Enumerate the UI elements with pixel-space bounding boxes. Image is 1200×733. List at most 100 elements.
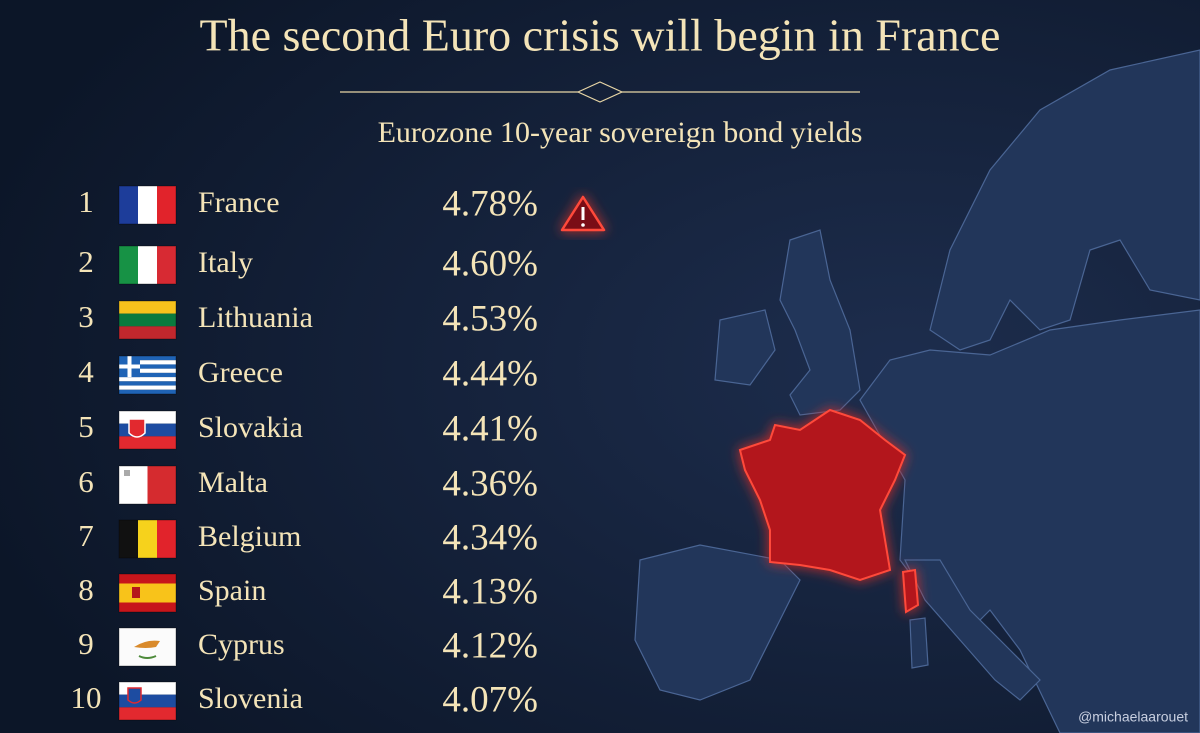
flag-stripe [157,186,176,224]
flag-shield [127,687,142,704]
flag [118,519,177,559]
sardinia [909,617,929,669]
yield-value: 4.12% [442,625,538,666]
country: Italy [198,246,253,279]
rank: 1 [78,184,94,219]
flag [118,300,177,340]
flag-border [118,410,177,450]
country: Spain [198,574,266,607]
flag-cross [119,364,140,369]
france [738,408,907,582]
yield-value: 4.07% [442,679,538,720]
map [634,49,1200,733]
flag-emblem [132,587,140,598]
flag [118,410,177,450]
flag [118,465,177,505]
flag [118,245,177,285]
rank: 2 [78,244,94,279]
flag-stripe [119,360,176,365]
flag-border [118,465,177,505]
rank: 10 [71,680,102,715]
flag-stripe [119,381,176,386]
rank: 4 [78,354,94,389]
table-row: 5 Slovakia 4.41% [78,408,538,450]
flag-stripe [119,372,176,378]
yield-value: 4.44% [442,353,538,394]
flag-stripe [119,356,176,361]
flag-border [118,355,177,395]
credit: @michaelaarouet [1078,709,1188,725]
rank: 5 [78,409,94,444]
flag-stripe [119,368,176,373]
warning-dot [581,223,585,227]
flag-stripe [119,411,176,424]
country: Greece [198,356,283,389]
flag-stripe [119,301,176,314]
subtitle: Eurozone 10-year sovereign bond yields [378,116,863,149]
flag-stripe [138,520,157,558]
flag-stripe [119,186,138,224]
table-row: 2 Italy 4.60% [78,243,538,285]
flag-stripe [119,385,176,390]
country: Lithuania [198,301,313,334]
country: Belgium [198,520,301,553]
flag-stripe [147,466,176,504]
flag-stripe [119,377,176,382]
country: Cyprus [198,628,285,661]
rank: 9 [78,626,94,661]
yield-value: 4.78% [442,183,538,224]
country: Slovakia [198,411,303,444]
flag-island [134,640,160,648]
flag-stripe [157,246,176,284]
yield-value: 4.41% [442,408,538,449]
flag-stripe [138,186,157,224]
flag-cross [124,470,130,476]
yield-value: 4.36% [442,463,538,504]
flag [118,681,177,721]
flag-border [118,300,177,340]
table-row: 6 Malta 4.36% [78,463,538,505]
country: Slovenia [198,682,303,715]
country: France [198,186,280,219]
yield-value: 4.53% [442,298,538,339]
table-row: 9 Cyprus 4.12% [78,625,538,667]
flag-border [118,681,177,721]
flag-stripe [119,436,176,449]
warning-icon [560,195,606,232]
table-row: 1 France 4.78% [78,183,538,225]
table-row: 7 Belgium 4.34% [78,517,538,559]
italy [904,559,1041,701]
corsica [901,568,920,614]
rank: 8 [78,572,94,607]
rank: 6 [78,464,94,499]
flag-branches [138,655,157,659]
flag-stripe [119,583,176,603]
britain [779,229,861,416]
flag-border [118,573,177,613]
flag [118,573,177,613]
table-row: 10 Slovenia 4.07% [71,679,538,721]
flag-stripe [119,520,138,558]
table-row: 3 Lithuania 4.53% [78,298,538,340]
flag-stripe [119,707,176,720]
table-row: 8 Spain 4.13% [78,571,538,613]
flag [118,355,177,395]
flag-stripe [157,520,176,558]
flag-border [118,245,177,285]
yield-value: 4.13% [442,571,538,612]
divider-ornament [576,81,624,103]
iberia [634,544,801,701]
title: The second Euro crisis will begin in Fra… [200,10,1001,61]
flag-stripe [119,326,176,339]
yield-value: 4.34% [442,517,538,558]
flag-stripe [119,313,176,327]
flag-stripe [138,246,157,284]
divider [340,81,860,103]
flag-shield [128,418,146,438]
ranking-table: 1 France 4.78% 2 Italy 4.60% 3 Lithuania 4.53% 4 G… [71,183,538,721]
scandinavia [929,49,1200,351]
rank: 7 [78,518,94,553]
flag-border [118,185,177,225]
